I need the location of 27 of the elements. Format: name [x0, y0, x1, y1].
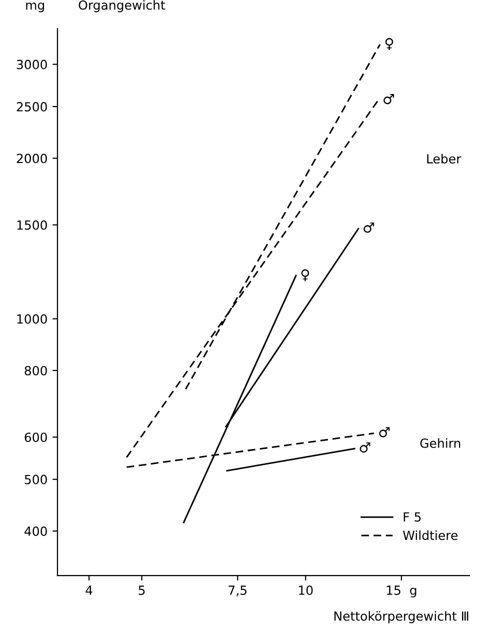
y-axis-title: mg: [26, 2, 44, 12]
x-tick-label: 4: [86, 586, 92, 595]
y-tick-label: 500: [24, 474, 47, 484]
x-tick-label: 10: [299, 586, 313, 595]
annotation: Leber: [427, 154, 462, 164]
annotation: ♂: [384, 94, 394, 104]
y-tick-label: 1000: [17, 314, 47, 324]
y-tick-label: 3000: [16, 60, 47, 70]
annotation: ♀: [385, 38, 394, 50]
y-tick-label: 2500: [16, 102, 47, 112]
x-tick-label: 5: [138, 586, 145, 595]
annotation: ♂: [364, 222, 374, 233]
chart-title: Organgewicht: [78, 0, 166, 12]
annotation: ♂: [379, 427, 390, 438]
x-tick-label: 15 g: [386, 586, 416, 598]
annotation: Gehirn: [420, 438, 460, 448]
y-tick-label: 1500: [17, 220, 47, 230]
legend-label: Wildtiere: [403, 530, 458, 540]
y-tick-label: 600: [24, 432, 47, 442]
annotation: ♂: [360, 442, 370, 453]
annotation: ♀: [301, 269, 310, 282]
legend-label: F 5: [404, 512, 421, 522]
y-tick-label: 800: [24, 366, 47, 376]
x-tick-label: 7,5: [228, 586, 246, 596]
y-tick-label: 2000: [16, 154, 47, 164]
y-tick-label: 400: [24, 526, 47, 536]
x-axis-title: Nettokörpergewicht Ⅲ: [334, 611, 468, 624]
